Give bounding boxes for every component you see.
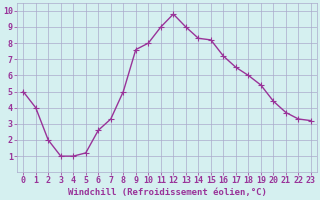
X-axis label: Windchill (Refroidissement éolien,°C): Windchill (Refroidissement éolien,°C): [68, 188, 267, 197]
